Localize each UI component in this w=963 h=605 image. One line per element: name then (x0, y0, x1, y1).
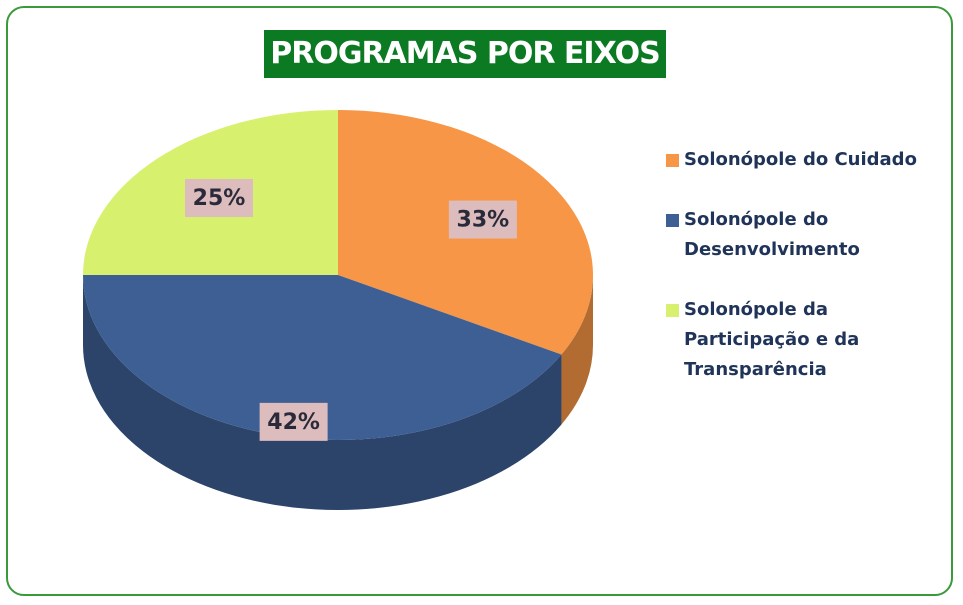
legend-label: Solonópole da Participação e da Transpar… (684, 299, 860, 380)
legend-entry: Solonópole do Cuidado (664, 145, 949, 175)
chart-frame (6, 6, 953, 596)
data-label-bg (184, 178, 253, 217)
legend-label: Solonópole do Desenvolvimento (684, 209, 860, 260)
slice-side (561, 275, 593, 425)
data-label: 25% (193, 186, 246, 211)
legend-swatch (666, 304, 679, 317)
legend-entry: Solonópole do Desenvolvimento (664, 205, 949, 265)
data-label-bg (259, 402, 328, 441)
slice (83, 275, 562, 441)
legend-swatch (666, 214, 679, 227)
data-label-bg (448, 200, 517, 239)
data-label: 33% (457, 208, 510, 233)
data-label: 42% (267, 410, 320, 435)
slice-side (83, 275, 562, 510)
legend: Solonópole do Cuidado Solonópole do Desen… (664, 145, 949, 415)
legend-label: Solonópole do Cuidado (684, 149, 917, 170)
legend-entry: Solonópole da Participação e da Transpar… (664, 295, 949, 385)
chart-title: PROGRAMAS POR EIXOS (264, 30, 666, 78)
legend-swatch (666, 154, 679, 167)
